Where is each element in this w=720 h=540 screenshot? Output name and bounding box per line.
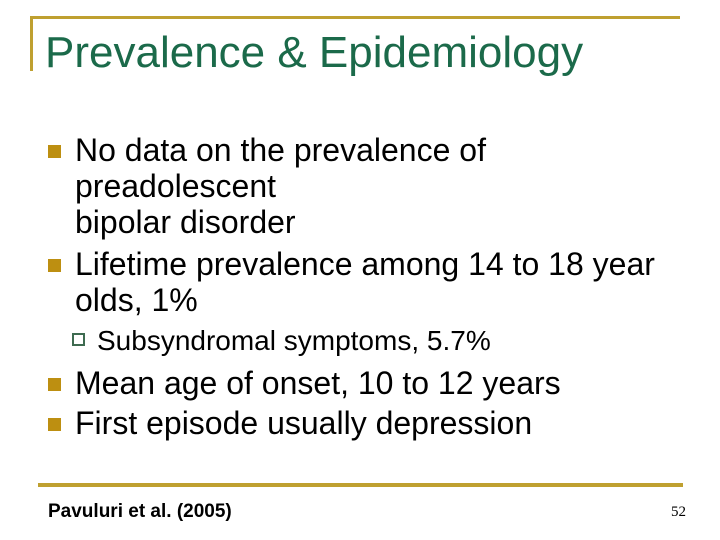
left-accent-rule [30, 16, 33, 71]
sub-bullet-item: Subsyndromal symptoms, 5.7% [72, 324, 688, 358]
top-accent-rule [30, 16, 680, 19]
slide-number: 52 [671, 504, 686, 520]
footer-accent-rule [38, 483, 683, 487]
sub-bullet-square-icon [72, 333, 85, 346]
bullet-item: No data on the prevalence of preadolesce… [48, 132, 688, 240]
bullet-item: Mean age of onset, 10 to 12 years [48, 365, 688, 401]
bullet-square-icon [48, 418, 61, 431]
bullet-text: First episode usually depression [75, 405, 533, 441]
bullet-square-icon [48, 145, 61, 158]
bullet-text: No data on the prevalence of preadolesce… [75, 132, 486, 240]
bullet-square-icon [48, 378, 61, 391]
slide-body: No data on the prevalence of preadolesce… [48, 132, 688, 447]
bullet-item: First episode usually depression [48, 405, 688, 441]
citation-text: Pavuluri et al. (2005) [48, 501, 232, 522]
bullet-square-icon [48, 259, 61, 272]
slide-title: Prevalence & Epidemiology [45, 28, 584, 77]
sub-bullet-text: Subsyndromal symptoms, 5.7% [97, 325, 491, 356]
bullet-text: Mean age of onset, 10 to 12 years [75, 365, 561, 401]
bullet-item: Lifetime prevalence among 14 to 18 year … [48, 246, 688, 318]
bullet-text: Lifetime prevalence among 14 to 18 year … [75, 246, 655, 318]
